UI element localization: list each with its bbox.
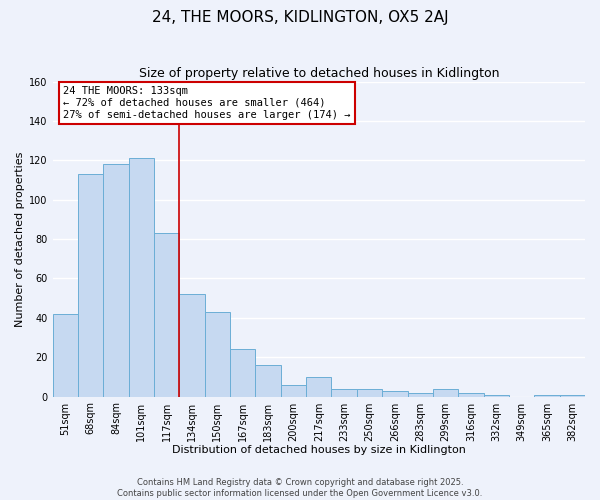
Bar <box>256 365 281 396</box>
Bar <box>205 312 230 396</box>
Bar <box>78 174 103 396</box>
Bar <box>331 388 357 396</box>
Bar <box>382 390 407 396</box>
Bar <box>407 392 433 396</box>
Bar <box>53 314 78 396</box>
Bar <box>534 394 560 396</box>
Bar <box>103 164 128 396</box>
Bar <box>560 394 585 396</box>
Bar <box>128 158 154 396</box>
Bar <box>458 392 484 396</box>
Bar <box>306 377 331 396</box>
Title: Size of property relative to detached houses in Kidlington: Size of property relative to detached ho… <box>139 68 499 80</box>
Bar <box>433 388 458 396</box>
Bar <box>357 388 382 396</box>
Text: 24 THE MOORS: 133sqm
← 72% of detached houses are smaller (464)
27% of semi-deta: 24 THE MOORS: 133sqm ← 72% of detached h… <box>63 86 350 120</box>
Bar <box>281 385 306 396</box>
Y-axis label: Number of detached properties: Number of detached properties <box>15 152 25 327</box>
Text: Contains HM Land Registry data © Crown copyright and database right 2025.
Contai: Contains HM Land Registry data © Crown c… <box>118 478 482 498</box>
Bar <box>230 350 256 397</box>
X-axis label: Distribution of detached houses by size in Kidlington: Distribution of detached houses by size … <box>172 445 466 455</box>
Bar <box>179 294 205 396</box>
Text: 24, THE MOORS, KIDLINGTON, OX5 2AJ: 24, THE MOORS, KIDLINGTON, OX5 2AJ <box>152 10 448 25</box>
Bar <box>154 233 179 396</box>
Bar <box>484 394 509 396</box>
